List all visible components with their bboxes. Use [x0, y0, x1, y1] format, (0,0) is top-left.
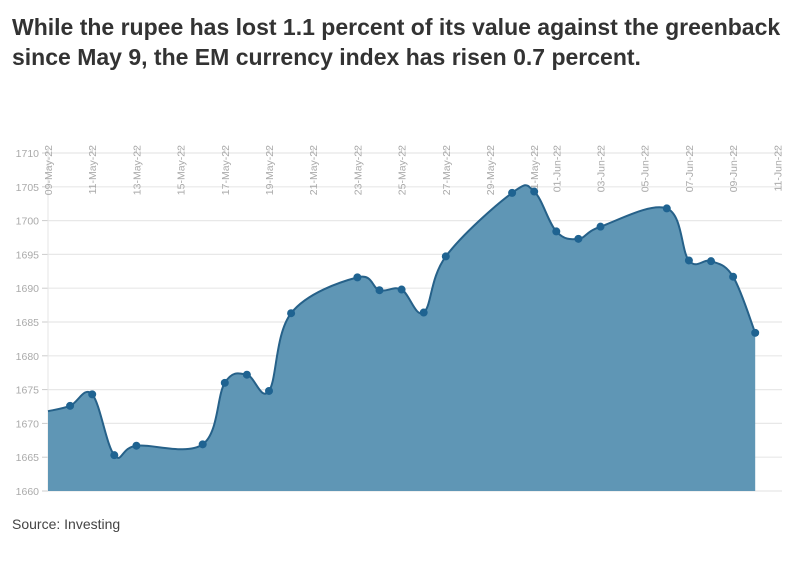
data-point [353, 273, 362, 282]
y-tick-label: 1675 [16, 385, 40, 397]
data-point [508, 188, 517, 197]
y-tick-label: 1695 [16, 249, 40, 261]
chart-title: While the rupee has lost 1.1 percent of … [12, 14, 781, 70]
x-tick-label: 19-May-22 [264, 145, 276, 195]
data-point [375, 286, 384, 295]
data-point [265, 386, 273, 395]
x-tick-label: 29-May-22 [485, 145, 497, 195]
y-tick-label: 1660 [16, 486, 40, 498]
data-point [662, 204, 671, 213]
data-point [751, 328, 760, 337]
y-tick-label: 1685 [16, 317, 40, 329]
x-tick-label: 13-May-22 [131, 145, 143, 195]
x-tick-label: 21-May-22 [308, 145, 320, 195]
data-point [552, 227, 561, 236]
x-tick-label: 07-Jun-22 [684, 145, 696, 192]
y-tick-label: 1680 [16, 351, 40, 363]
x-tick-label: 31-May-22 [529, 145, 541, 195]
y-tick-label: 1710 [16, 148, 40, 160]
x-tick-label: 25-May-22 [397, 145, 409, 195]
y-tick-label: 1690 [16, 283, 40, 295]
y-tick-label: 1705 [16, 182, 40, 194]
y-tick-label: 1665 [16, 452, 40, 464]
data-point [198, 440, 207, 449]
y-tick-label: 1700 [16, 216, 40, 228]
x-tick-label: 11-Jun-22 [772, 145, 784, 192]
x-tick-label: 01-Jun-22 [551, 145, 563, 192]
x-tick-label: 05-Jun-22 [640, 145, 652, 192]
x-tick-label: 27-May-22 [441, 145, 453, 195]
data-point [684, 256, 693, 265]
data-point [287, 309, 296, 318]
x-tick-label: 09-May-22 [43, 145, 55, 195]
x-tick-label: 17-May-22 [220, 145, 232, 195]
data-point [242, 370, 251, 379]
y-tick-label: 1670 [16, 418, 40, 430]
data-point [729, 272, 738, 281]
data-point [596, 222, 605, 231]
data-point [530, 187, 539, 196]
area-fill [48, 185, 756, 491]
data-point [441, 252, 450, 261]
x-tick-label: 23-May-22 [352, 145, 364, 195]
x-tick-label: 03-Jun-22 [596, 145, 608, 192]
data-point [397, 285, 406, 294]
data-point [132, 441, 141, 450]
data-point [66, 401, 75, 410]
data-point [88, 390, 97, 399]
data-point [419, 308, 428, 317]
data-point [707, 257, 715, 266]
data-point [110, 451, 119, 460]
x-tick-label: 09-Jun-22 [728, 145, 740, 192]
data-point [574, 234, 583, 243]
source-note: Source: Investing [12, 516, 121, 532]
data-point [220, 378, 229, 387]
x-tick-label: 15-May-22 [176, 145, 188, 195]
x-tick-label: 11-May-22 [87, 145, 99, 195]
